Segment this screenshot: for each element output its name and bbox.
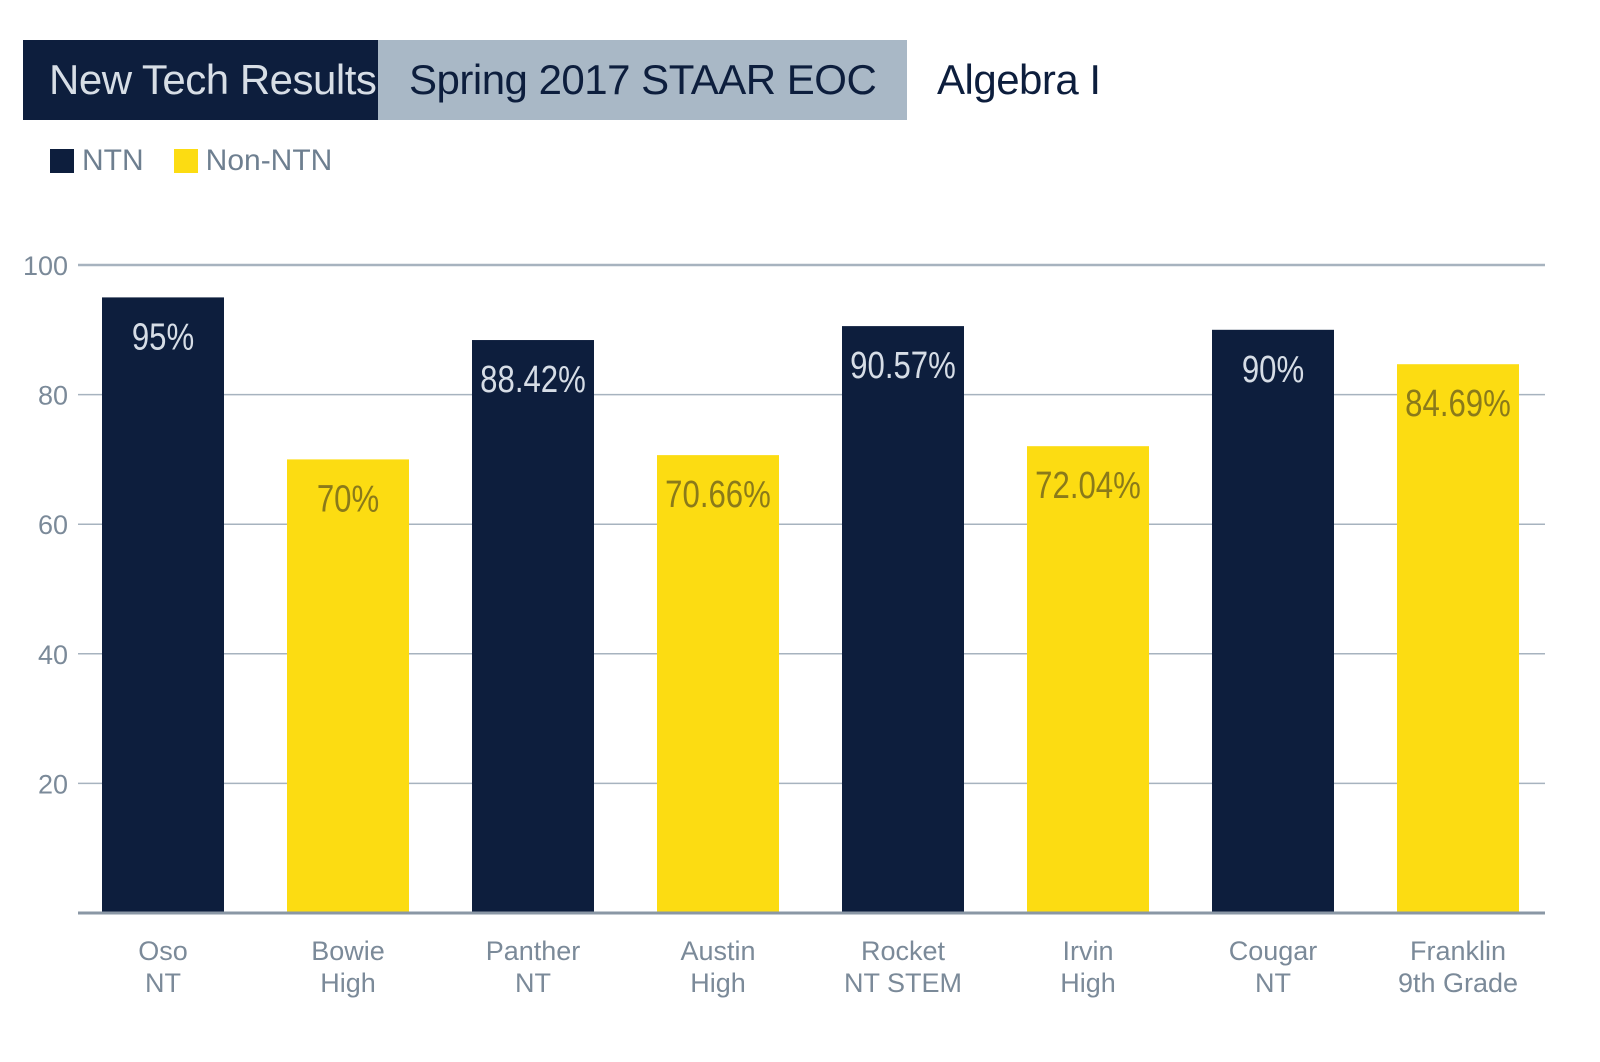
x-tick-label: Austin [680, 936, 755, 966]
x-tick-label: Irvin [1062, 936, 1113, 966]
x-tick-label: Bowie [311, 936, 385, 966]
bar-data-label: 72.04% [1035, 465, 1141, 507]
header-left-tag: New Tech Results [23, 40, 378, 120]
y-tick-label: 40 [38, 640, 68, 670]
legend-item-non-ntn: Non-NTN [173, 144, 333, 178]
legend-label-non-ntn: Non-NTN [205, 144, 333, 177]
bar [287, 459, 409, 913]
x-tick-label: NT [1255, 968, 1291, 998]
y-tick-label: 20 [38, 769, 68, 799]
x-tick-label: High [1060, 968, 1116, 998]
chart-header: New Tech Results Spring 2017 STAAR EOC A… [23, 40, 1101, 120]
bar [842, 326, 964, 913]
x-tick-label: Cougar [1229, 936, 1318, 966]
x-tick-label: High [320, 968, 376, 998]
legend-swatch-non-ntn [173, 149, 198, 173]
bar-data-label: 90% [1242, 349, 1304, 391]
x-tick-label: Oso [138, 936, 188, 966]
bar [1397, 364, 1519, 913]
x-tick-label: Panther [486, 936, 581, 966]
x-tick-label: NT [145, 968, 181, 998]
bar-data-label: 88.42% [480, 359, 586, 401]
bar-data-label: 90.57% [850, 345, 956, 387]
bar-data-label: 84.69% [1405, 383, 1511, 425]
bar [1212, 329, 1334, 913]
x-tick-label: 9th Grade [1398, 968, 1518, 998]
legend-swatch-ntn [50, 149, 74, 173]
bar [102, 297, 224, 913]
y-tick-label: 60 [38, 510, 68, 540]
header-subject: Algebra I [937, 56, 1101, 103]
y-tick-label: 100 [23, 251, 68, 281]
header-middle-tag: Spring 2017 STAAR EOC [378, 40, 907, 120]
legend-label-ntn: NTN [82, 144, 144, 177]
bar [657, 455, 779, 913]
bar [472, 340, 594, 913]
chart-legend: NTN Non-NTN [50, 144, 362, 178]
bar [1027, 446, 1149, 913]
legend-item-ntn: NTN [50, 144, 144, 178]
bar-data-label: 95% [132, 317, 194, 359]
bar-data-label: 70% [317, 479, 379, 521]
y-tick-label: 80 [38, 381, 68, 411]
x-tick-label: NT STEM [844, 968, 962, 998]
x-tick-label: Franklin [1410, 936, 1506, 966]
x-tick-label: Rocket [861, 936, 946, 966]
x-tick-label: High [690, 968, 746, 998]
bar-data-label: 70.66% [665, 474, 771, 516]
x-tick-label: NT [515, 968, 551, 998]
